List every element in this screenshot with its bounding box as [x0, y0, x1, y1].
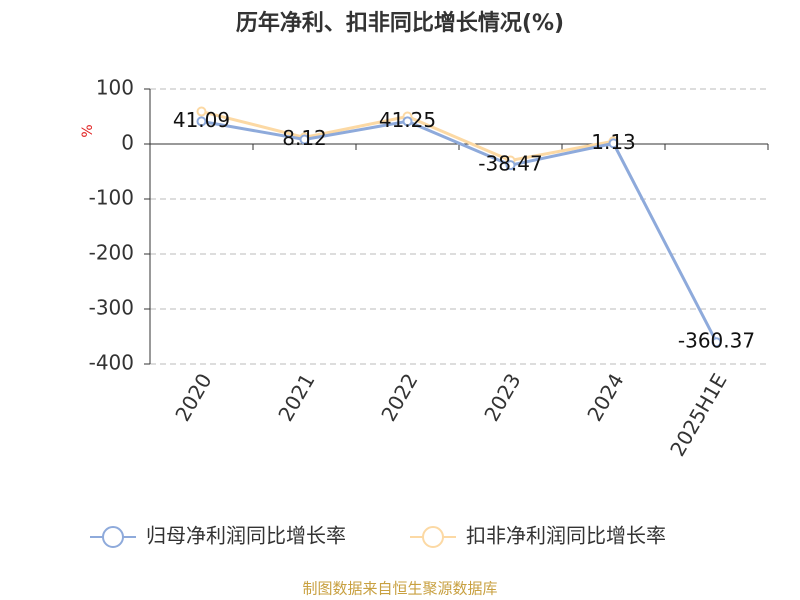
- x-tick-label: 2024: [582, 369, 628, 425]
- y-tick-label: -200: [89, 241, 134, 265]
- y-tick-label: -400: [89, 351, 134, 375]
- data-label: 1.13: [591, 130, 636, 154]
- legend-label: 扣非净利润同比增长率: [466, 524, 666, 548]
- data-label: 41.25: [379, 108, 436, 132]
- data-point: [196, 116, 207, 127]
- series-line: [201, 119, 718, 343]
- x-tick-label: 2020: [170, 369, 216, 425]
- source-note: 制图数据来自恒生聚源数据库: [302, 580, 497, 598]
- y-tick-label: 0: [121, 131, 134, 155]
- data-label: 8.12: [282, 126, 327, 150]
- data-point: [505, 160, 516, 171]
- legend-marker: [422, 526, 444, 548]
- data-label: 41.09: [173, 108, 230, 132]
- legend-label: 归母净利润同比增长率: [146, 524, 346, 548]
- data-point: [711, 337, 722, 348]
- y-tick-label: -300: [89, 296, 134, 320]
- data-point: [196, 106, 207, 117]
- x-tick-label: 2023: [479, 369, 525, 425]
- chart-title: 历年净利、扣非同比增长情况(%): [236, 10, 564, 36]
- legend-marker: [102, 526, 124, 548]
- data-label: -360.37: [678, 329, 755, 353]
- x-tick-label: 2022: [376, 369, 422, 425]
- y-axis-label: %: [80, 124, 96, 137]
- data-label: -38.47: [478, 152, 542, 176]
- y-tick-label: 100: [96, 76, 134, 100]
- data-point: [608, 138, 619, 149]
- data-point: [402, 116, 413, 127]
- y-tick-label: -100: [89, 186, 134, 210]
- x-tick-label: 2021: [273, 369, 319, 425]
- data-point: [299, 134, 310, 145]
- x-tick-label: 2025H1E: [665, 369, 731, 460]
